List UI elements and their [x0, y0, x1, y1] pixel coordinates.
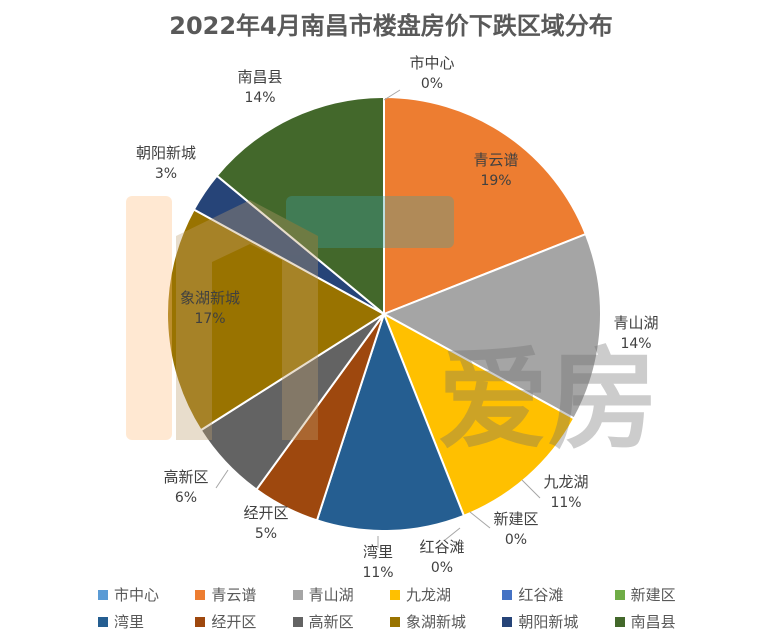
pie-slice-3	[382, 311, 576, 518]
legend-label-3: 九龙湖	[405, 586, 451, 604]
pie-slice-2	[381, 232, 602, 420]
slice-label-name-8: 高新区	[163, 468, 208, 486]
leader-line-5	[469, 511, 491, 529]
legend-item-6: 湾里	[98, 611, 181, 632]
legend-swatch-6	[98, 616, 108, 627]
legend-swatch-1	[195, 589, 206, 600]
legend-label-9: 象湖新城	[405, 613, 466, 631]
slice-label-value-3: 11%	[550, 495, 581, 511]
slice-label-value-8: 6%	[175, 490, 197, 506]
slice-label-name-6: 湾里	[363, 543, 393, 561]
slice-label-value-6: 11%	[362, 565, 393, 581]
slice-label-name-4: 红谷滩	[419, 538, 464, 556]
pie-labels: 市中心 0% 青云谱 19% 青山湖 14% 九龙湖 11% 红谷滩 0% 新建区 0% 湾里 11% 经开…	[136, 54, 659, 581]
legend-swatch-2	[292, 589, 303, 600]
slice-label-value-10: 3%	[155, 166, 177, 182]
chart-title: 2022年4月南昌市楼盘房价下跌区域分布	[169, 12, 613, 40]
leader-line-0	[383, 89, 401, 101]
slice-label-name-1: 青云谱	[473, 151, 518, 169]
legend-label-1: 青云谱	[211, 586, 257, 604]
slice-label-value-5: 0%	[505, 532, 527, 548]
slice-label-value-9: 17%	[194, 311, 225, 327]
pie-slice-1	[383, 95, 588, 316]
pie-slice-6	[315, 311, 466, 532]
pie-slice-11	[215, 95, 385, 317]
legend-swatch-7	[195, 616, 206, 627]
legend-item-9: 象湖新城	[389, 611, 488, 632]
legend-label-8: 高新区	[308, 613, 354, 631]
legend-item-11: 南昌县	[614, 611, 698, 632]
legend-swatch-0	[98, 589, 108, 600]
slice-label-value-11: 14%	[244, 90, 275, 106]
legend-item-2: 青山湖	[292, 584, 376, 605]
legend-item-8: 高新区	[292, 611, 376, 632]
slice-label-name-3: 九龙湖	[543, 473, 588, 491]
legend-item-3: 九龙湖	[389, 584, 488, 605]
legend-item-10: 朝阳新城	[502, 611, 600, 632]
legend-label-2: 青山湖	[308, 586, 354, 604]
legend-label-6: 湾里	[114, 613, 145, 631]
slice-label-name-10: 朝阳新城	[136, 144, 196, 162]
slice-label-name-0: 市中心	[409, 54, 454, 72]
watermark-bar-top	[286, 196, 454, 248]
legend-swatch-8	[292, 616, 303, 627]
slice-label-name-7: 经开区	[243, 504, 288, 522]
legend-swatch-9	[389, 616, 400, 627]
legend-swatch-3	[389, 589, 400, 600]
slice-label-name-9: 象湖新城	[180, 289, 240, 307]
legend-label-11: 南昌县	[630, 613, 676, 631]
legend-item-5: 新建区	[614, 584, 698, 605]
legend: 市中心 青云谱 青山湖 九龙湖 红谷滩 新建区湾里 经开区 高新区 象湖新城 朝阳新城 南昌县	[98, 584, 698, 632]
slice-label-name-11: 南昌县	[237, 68, 282, 86]
pie-slice-9	[166, 208, 386, 432]
slice-label-value-2: 14%	[620, 336, 651, 352]
legend-item-4: 红谷滩	[502, 584, 600, 605]
legend-swatch-11	[614, 616, 625, 627]
watermark-bar-left	[126, 196, 172, 440]
legend-swatch-10	[502, 616, 513, 627]
legend-label-5: 新建区	[630, 586, 676, 604]
legend-label-10: 朝阳新城	[518, 613, 579, 631]
watermark-house	[176, 200, 318, 440]
legend-swatch-4	[502, 589, 513, 600]
legend-label-7: 经开区	[211, 613, 257, 631]
legend-item-0: 市中心	[98, 584, 181, 605]
slice-label-value-0: 0%	[421, 76, 443, 92]
leader-line-8	[215, 469, 229, 489]
slice-label-name-5: 新建区	[493, 510, 538, 528]
legend-label-0: 市中心	[114, 586, 160, 604]
legend-item-1: 青云谱	[195, 584, 278, 605]
slice-label-name-2: 青山湖	[613, 314, 658, 332]
watermark: 爱房	[126, 196, 658, 464]
slice-label-value-7: 5%	[255, 526, 277, 542]
legend-swatch-5	[614, 589, 625, 600]
watermark-text: 爱房	[438, 336, 658, 464]
legend-label-4: 红谷滩	[518, 586, 564, 604]
pie-slices	[166, 95, 602, 532]
slice-label-value-4: 0%	[431, 560, 453, 576]
slice-label-value-1: 19%	[480, 173, 511, 189]
leader-line-3	[521, 479, 541, 499]
leader-line-4	[444, 527, 461, 541]
legend-item-7: 经开区	[195, 611, 278, 632]
